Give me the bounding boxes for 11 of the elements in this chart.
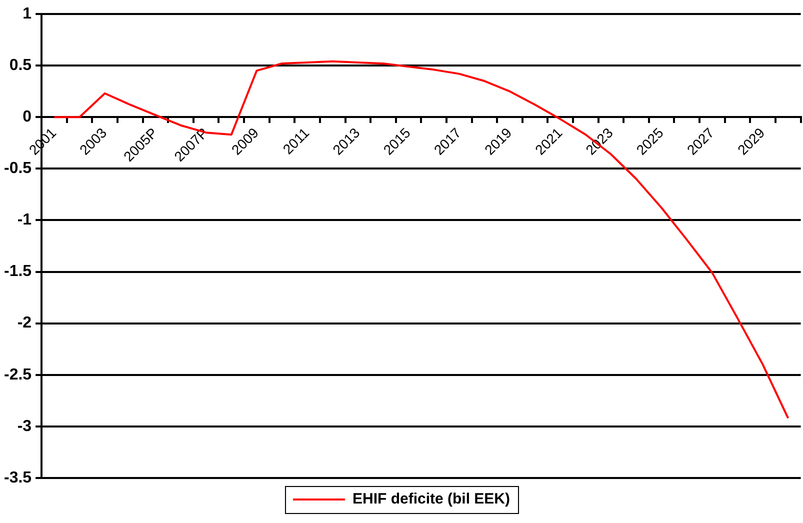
y-tick-label: -1.5 [4, 263, 32, 280]
y-tick-label: 0.5 [9, 56, 32, 74]
y-tick-label: -3.5 [4, 469, 32, 486]
y-tick-label: -3 [17, 418, 32, 435]
legend-label: EHIF deficite (bil EEK) [352, 490, 510, 508]
y-tick-label: -2 [17, 314, 32, 332]
y-tick-label: 0 [22, 108, 32, 126]
y-tick-label: -2.5 [4, 366, 32, 384]
y-tick-label: -1 [17, 212, 32, 229]
y-tick-label: -0.5 [4, 160, 32, 178]
y-tick-label: 1 [22, 5, 32, 22]
